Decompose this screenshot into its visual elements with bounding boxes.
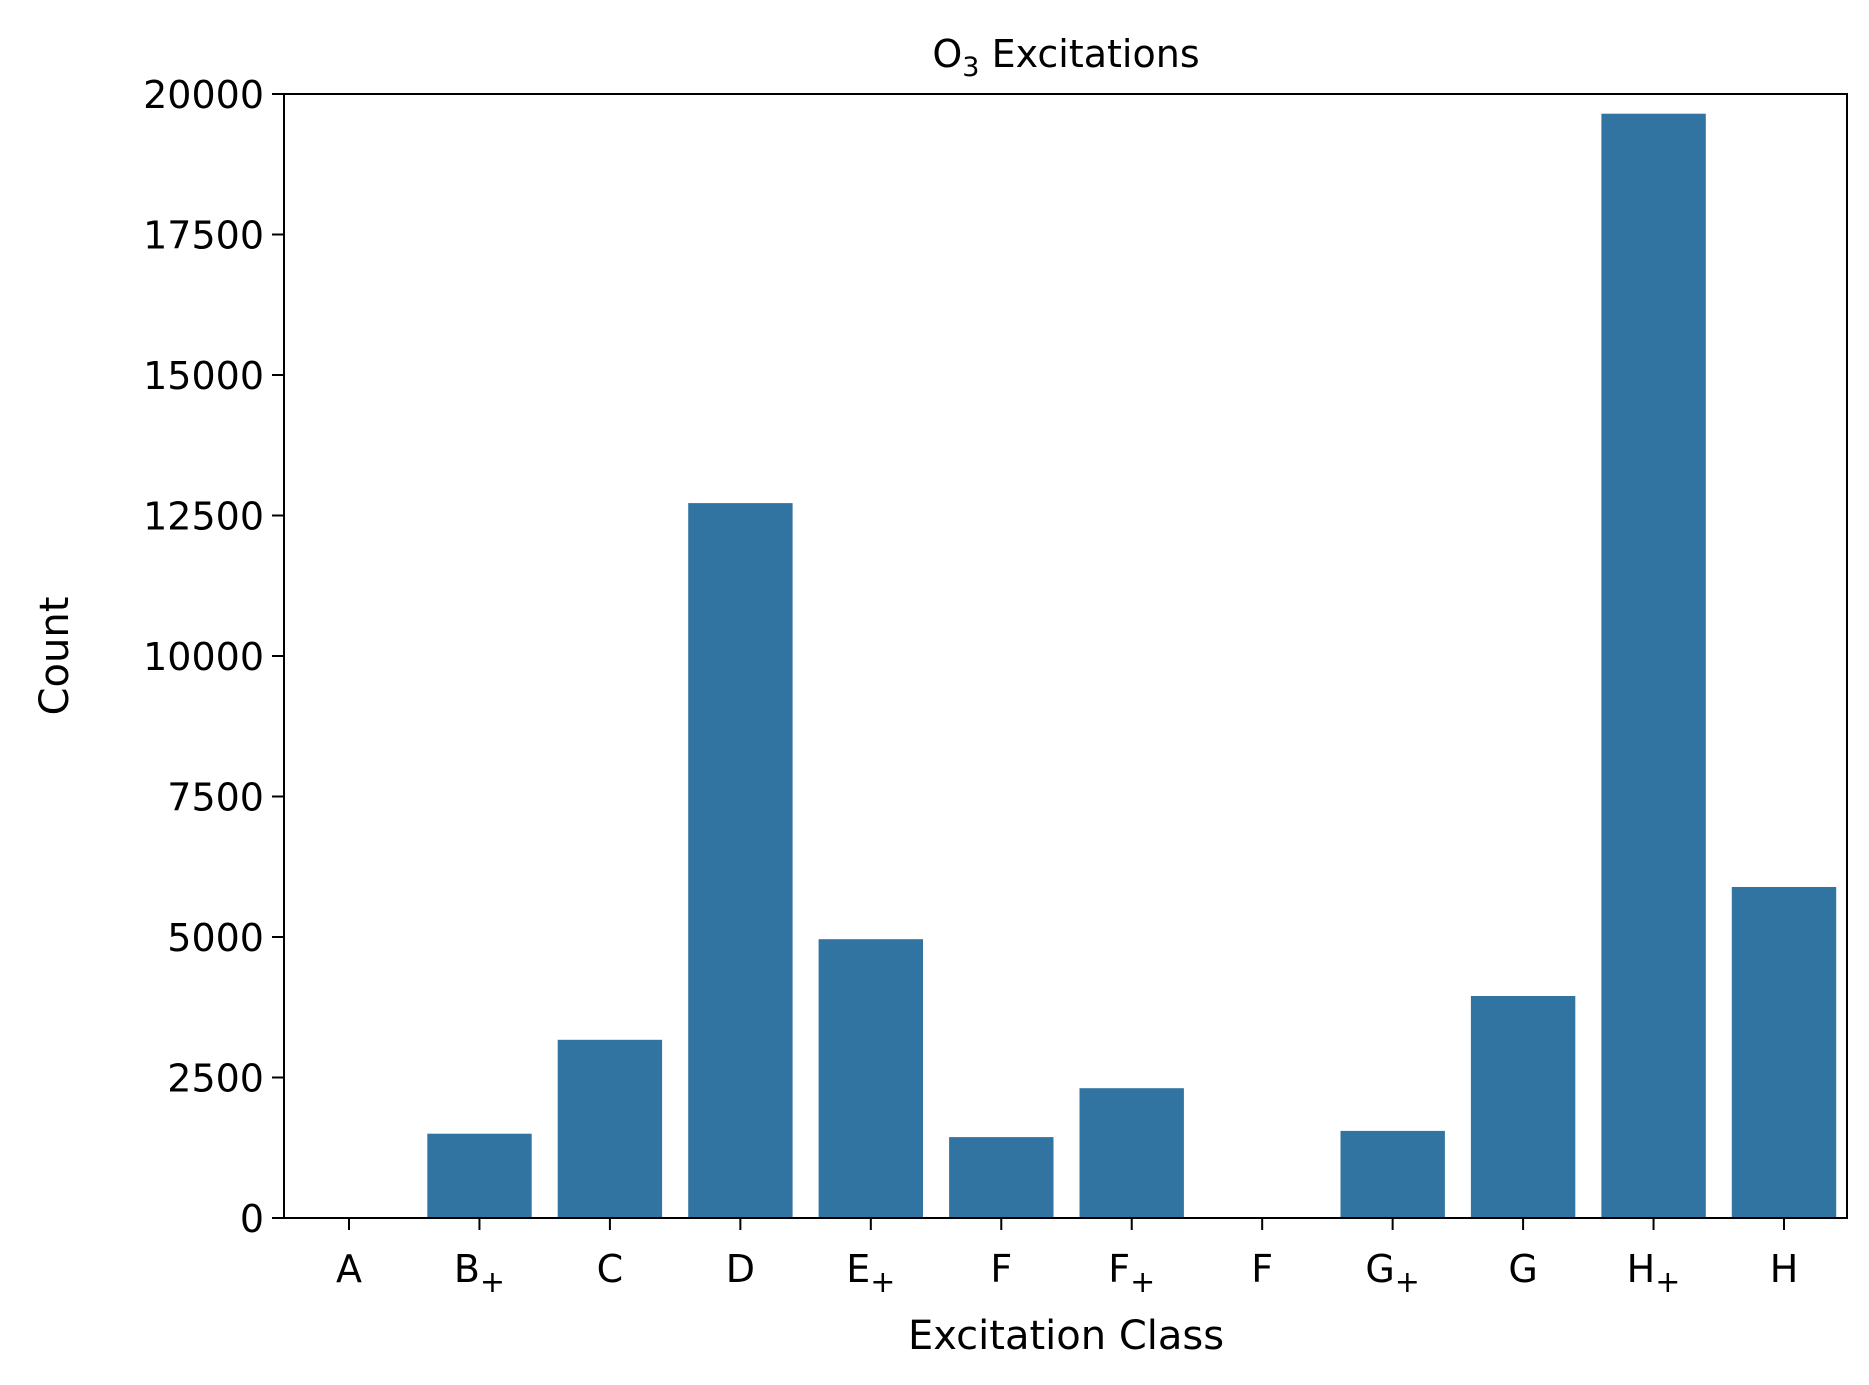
y-tick-label: 12500 [143,495,264,539]
bar-4 [818,939,923,1218]
bar-2 [557,1039,663,1218]
bar-10 [1601,113,1706,1219]
y-tick-label: 15000 [143,354,264,398]
bar-9 [1470,996,1576,1218]
x-tick-label: G+ [1365,1247,1420,1300]
x-tick-label: E+ [846,1247,895,1300]
bar-6 [1079,1088,1184,1218]
bar-11 [1731,887,1837,1218]
bar-8 [1340,1130,1445,1218]
y-tick-label: 17500 [143,214,264,258]
y-axis: 0 2500 5000 7500 10000 12500 15000 17500 20000 [143,73,284,1241]
x-tick-label: D [726,1247,755,1291]
x-tick-label: H+ [1627,1247,1681,1300]
chart-title-main: O [932,32,962,76]
x-tick-label: F [1251,1247,1273,1291]
y-tick-label: 2500 [167,1057,264,1101]
x-tick-label: A [336,1247,362,1291]
bar-1 [427,1133,532,1218]
y-tick-label: 0 [240,1197,264,1241]
x-tick-label: C [597,1247,624,1291]
y-tick-label: 10000 [143,635,264,679]
x-tick-label: G [1508,1247,1537,1291]
chart-title-rest: Excitations [979,32,1199,76]
x-tick-label: B+ [454,1247,505,1300]
y-tick-label: 20000 [143,73,264,117]
y-tick-label: 7500 [167,776,264,820]
x-tick-label: F+ [1108,1247,1155,1300]
x-axis-label: Excitation Class [908,1313,1224,1359]
bars-group [427,113,1837,1219]
x-tick-label: H [1770,1247,1799,1291]
chart-title: O3 Excitations [932,32,1199,83]
bar-5 [949,1137,1054,1218]
x-tick-label: F [990,1247,1012,1291]
y-tick-label: 5000 [167,916,264,960]
chart-title-subscript: 3 [962,52,979,83]
y-axis-label: Count [32,597,78,716]
x-axis: A B+ C D E+ F F+ F G+ G H+ H [336,1218,1798,1300]
bar-3 [688,503,793,1219]
